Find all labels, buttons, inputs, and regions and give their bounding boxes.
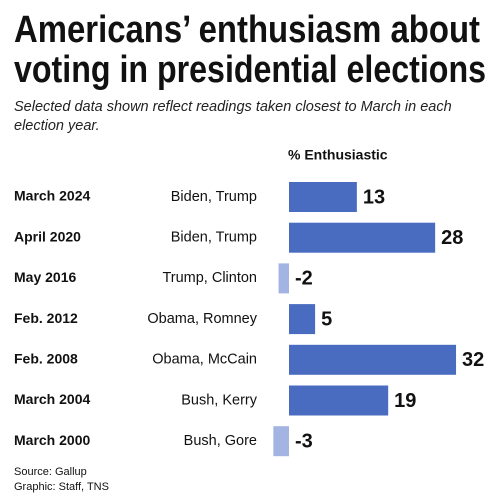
candidates-label: Obama, McCain: [152, 352, 257, 368]
value-label: 5: [321, 308, 332, 330]
category-label: March 2024: [14, 188, 90, 204]
category-label: March 2000: [14, 432, 90, 448]
subtitle: Selected data shown reflect readings tak…: [14, 99, 452, 134]
bar: [278, 263, 289, 294]
candidates-label: Bush, Gore: [184, 433, 257, 449]
bar: [289, 385, 389, 416]
candidates-label: Trump, Clinton: [162, 270, 257, 286]
chart-title: Americans’ enthusiasm about: [14, 9, 480, 51]
category-label: March 2004: [14, 391, 90, 407]
value-label: -2: [295, 268, 313, 290]
chart-title: voting in presidential elections: [14, 49, 486, 91]
candidates-label: Obama, Romney: [147, 311, 257, 327]
category-label: May 2016: [14, 269, 76, 285]
candidates-label: Biden, Trump: [171, 230, 257, 246]
value-label: 19: [394, 390, 416, 412]
value-label: 28: [441, 227, 463, 249]
value-label: -3: [295, 430, 313, 452]
bar: [289, 222, 436, 253]
source: Source: Gallup: [14, 466, 87, 478]
candidates-label: Biden, Trump: [171, 189, 257, 205]
category-label: Feb. 2008: [14, 351, 78, 367]
category-label: Feb. 2012: [14, 310, 78, 326]
bar: [289, 344, 457, 375]
value-label: 32: [462, 349, 484, 371]
bar: [273, 426, 289, 457]
value-header: % Enthusiastic: [288, 147, 388, 163]
bar: [289, 304, 316, 335]
credit: Graphic: Staff, TNS: [14, 481, 109, 493]
bar: [289, 182, 357, 212]
category-label: April 2020: [14, 228, 81, 244]
value-label: 13: [363, 186, 385, 208]
candidates-label: Bush, Kerry: [181, 392, 257, 408]
